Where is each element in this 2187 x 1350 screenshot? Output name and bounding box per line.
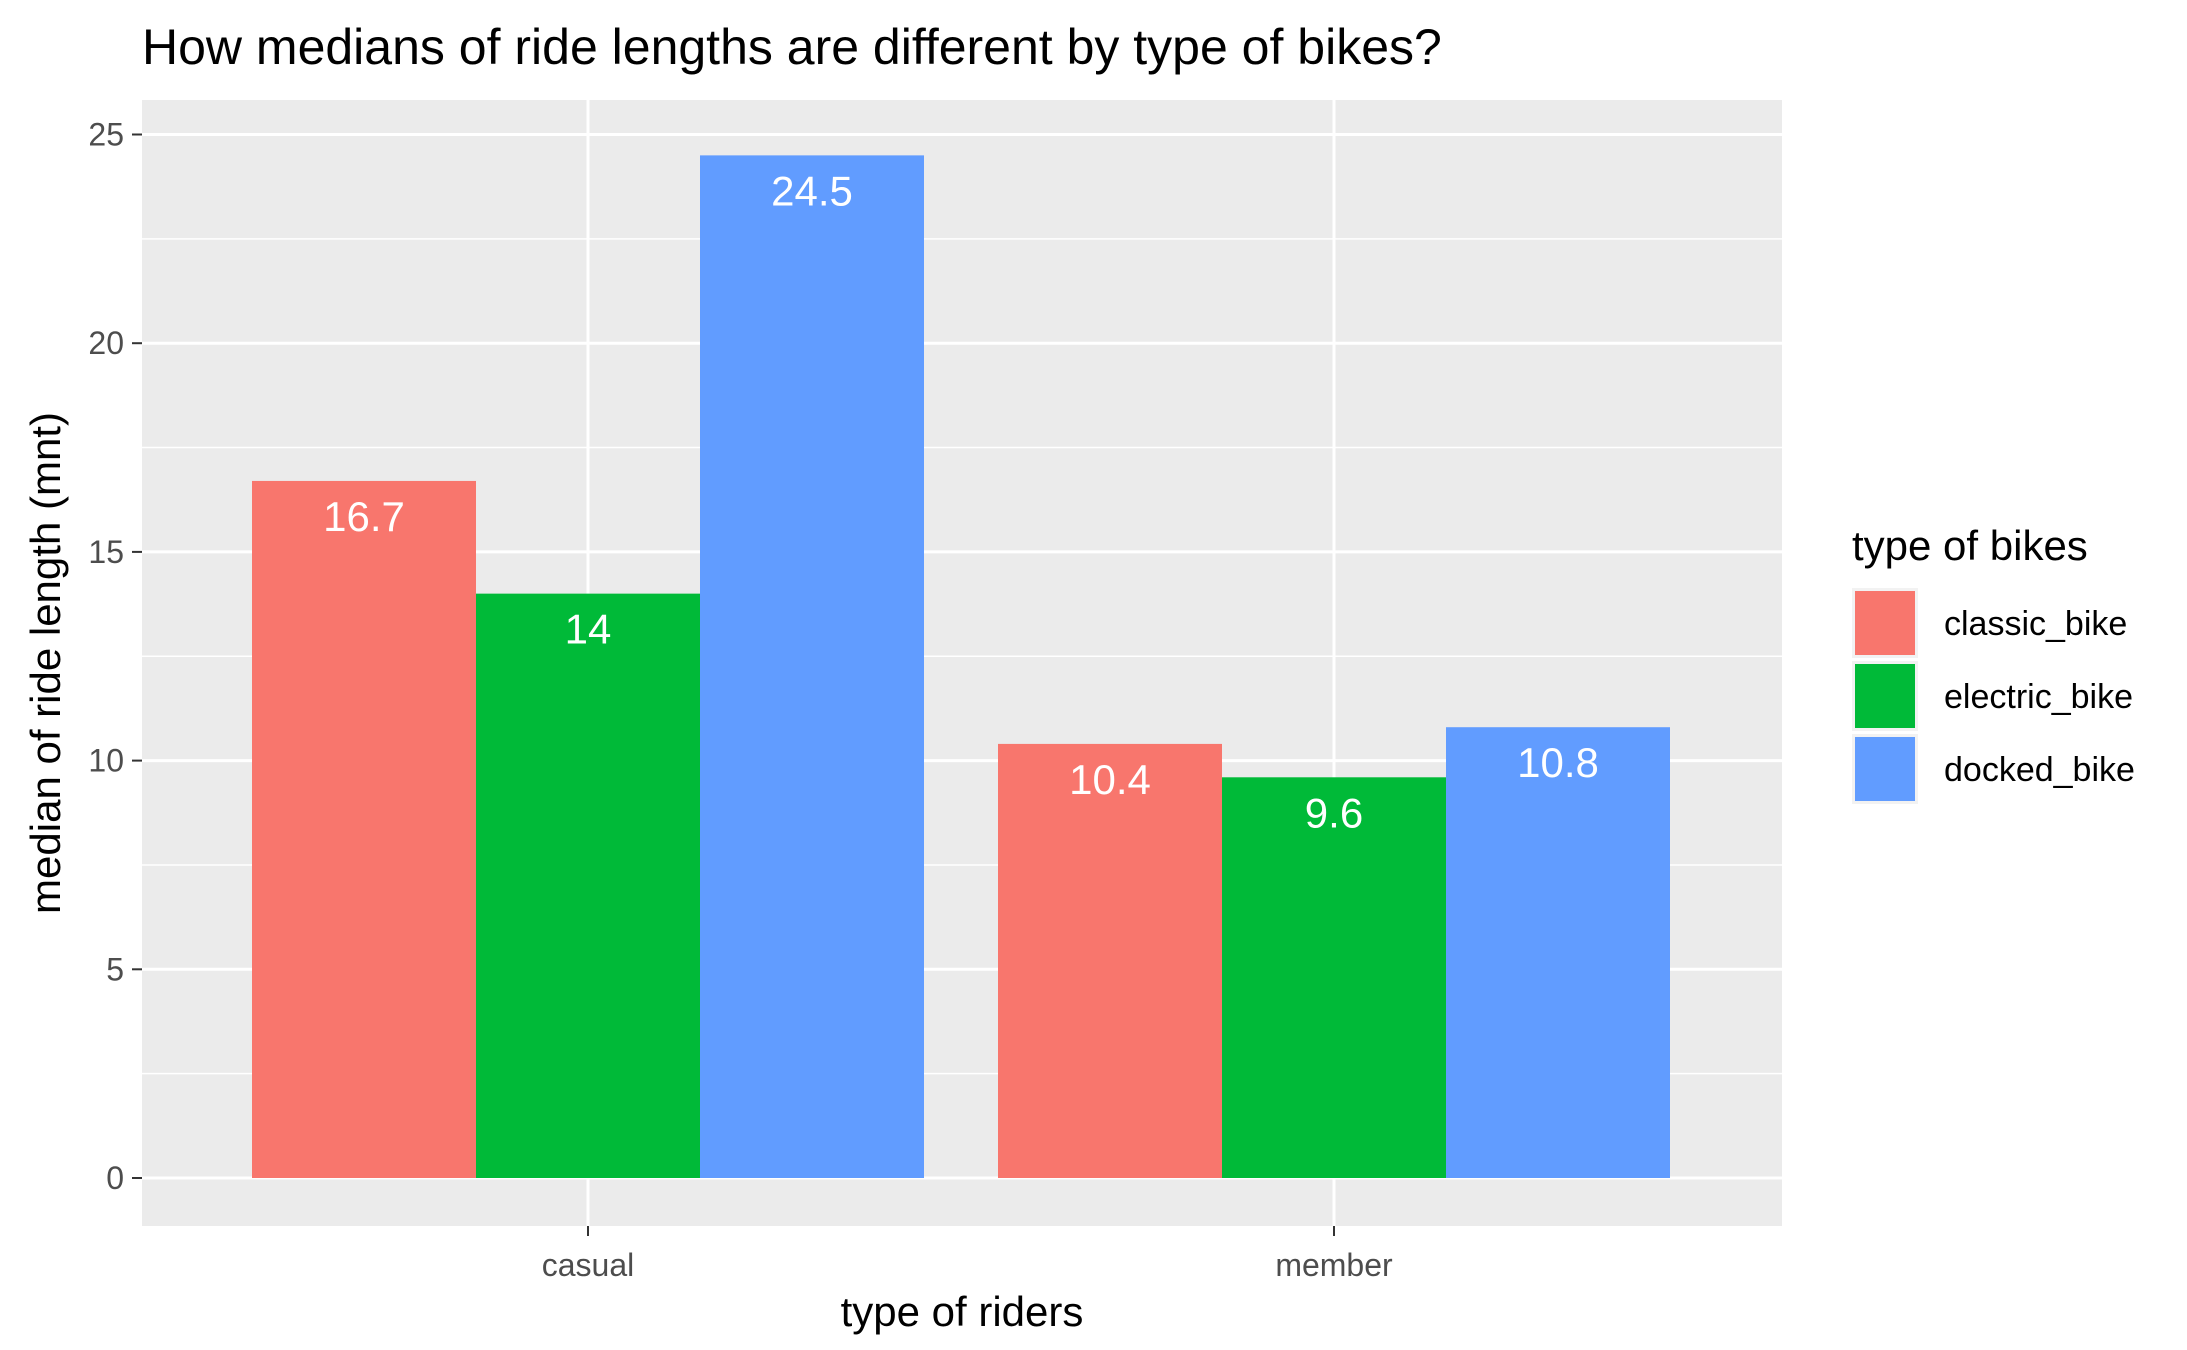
legend-swatch-docked_bike	[1855, 737, 1915, 801]
legend-swatch-electric_bike	[1855, 664, 1915, 728]
legend-items: classic_bike electric_bike docked_bike	[1852, 588, 2135, 804]
bar-label-member-electric_bike: 9.6	[1305, 789, 1363, 836]
legend-label-electric_bike: electric_bike	[1944, 678, 2133, 716]
bar-member-docked_bike	[1446, 727, 1670, 1178]
y-tick-label: 5	[106, 951, 124, 987]
x-axis: casual member	[542, 1226, 1393, 1283]
bar-label-member-classic_bike: 10.4	[1069, 756, 1151, 803]
y-tick-label: 20	[88, 325, 124, 361]
bar-label-casual-electric_bike: 14	[565, 606, 612, 653]
x-axis-title: type of riders	[841, 1288, 1084, 1335]
y-tick-label: 25	[88, 117, 124, 153]
legend-title: type of bikes	[1852, 522, 2088, 569]
bar-casual-electric_bike	[476, 593, 700, 1178]
legend-label-classic_bike: classic_bike	[1944, 605, 2127, 643]
y-axis-title: median of ride length (mnt)	[22, 412, 69, 914]
bar-label-casual-docked_bike: 24.5	[771, 167, 853, 214]
y-tick-label: 10	[88, 743, 124, 779]
legend: type of bikes classic_bike electric_biked…	[1852, 522, 2135, 804]
bar-member-classic_bike	[998, 743, 1222, 1178]
bar-labels: 16.7 14 24.5 10.4 9.6 10.8	[323, 167, 1599, 836]
x-tick-label-member: member	[1275, 1247, 1393, 1283]
y-axis: 0 5 10 15 20 25	[88, 117, 142, 1196]
x-tick-label-casual: casual	[542, 1247, 635, 1283]
y-tick-label: 15	[88, 534, 124, 570]
bar-label-member-docked_bike: 10.8	[1517, 739, 1599, 786]
bar-member-electric_bike	[1222, 777, 1446, 1178]
legend-swatch-classic_bike	[1855, 591, 1915, 655]
bar-label-casual-classic_bike: 16.7	[323, 493, 405, 540]
y-tick-label: 0	[106, 1160, 124, 1196]
chart-title: How medians of ride lengths are differen…	[142, 19, 1442, 75]
bars	[252, 155, 1670, 1178]
bar-casual-docked_bike	[700, 155, 924, 1178]
legend-label-docked_bike: docked_bike	[1944, 751, 2135, 789]
bar-casual-classic_bike	[252, 480, 476, 1178]
